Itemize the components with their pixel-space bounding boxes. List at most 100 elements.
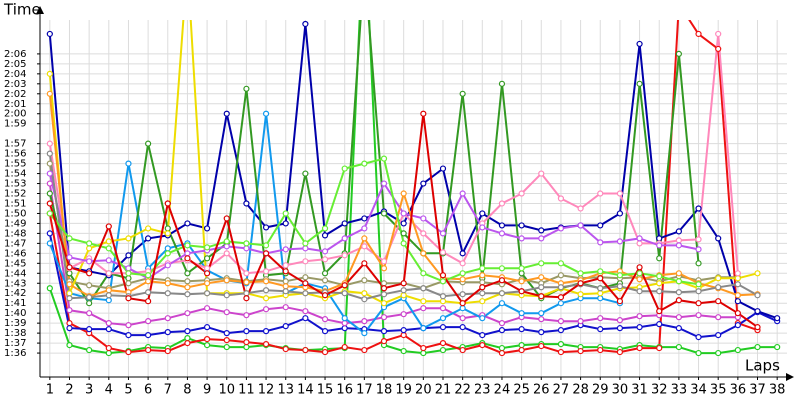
lap-marker — [656, 255, 663, 262]
lap-marker — [616, 190, 624, 197]
x-tick-label: 17 — [356, 383, 373, 398]
lap-marker — [400, 280, 407, 287]
lap-marker — [636, 264, 643, 271]
x-tick-label: 38 — [769, 383, 786, 398]
lap-marker — [420, 270, 427, 277]
lap-marker — [105, 349, 112, 357]
lap-marker — [754, 270, 761, 277]
lap-marker — [498, 222, 506, 229]
lap-marker — [597, 239, 604, 246]
lap-marker — [597, 275, 604, 282]
lap-marker — [695, 30, 702, 38]
x-axis-title: Laps — [745, 357, 780, 375]
lap-marker — [184, 255, 191, 262]
lap-marker — [282, 283, 289, 290]
lap-marker — [734, 298, 741, 305]
lap-marker — [203, 270, 211, 277]
lap-marker — [734, 310, 741, 317]
x-tick-label: 33 — [671, 383, 688, 398]
lap-marker — [321, 316, 329, 323]
lap-marker — [125, 270, 132, 277]
lap-marker — [636, 235, 643, 242]
lap-marker — [302, 274, 309, 281]
lap-marker — [262, 224, 270, 231]
lap-marker — [498, 320, 506, 327]
lap-marker — [636, 324, 643, 331]
lap-marker — [459, 270, 466, 277]
lap-marker — [439, 298, 447, 305]
lap-marker — [675, 325, 682, 332]
lap-marker — [774, 315, 781, 322]
lap-marker — [145, 278, 152, 285]
y-tick-label: 2:01 — [4, 99, 26, 110]
lap-marker — [302, 245, 309, 252]
lap-marker — [66, 307, 73, 314]
lap-marker — [203, 225, 211, 232]
lap-marker — [675, 270, 682, 277]
lap-marker — [361, 318, 368, 325]
lap-marker — [695, 288, 702, 295]
x-tick-label: 6 — [144, 383, 152, 398]
lap-marker — [321, 248, 329, 255]
lap-marker — [341, 320, 348, 327]
lap-marker — [656, 235, 663, 242]
lap-marker — [243, 240, 250, 247]
lap-marker — [400, 220, 407, 227]
lap-marker — [262, 306, 270, 313]
lap-marker — [715, 298, 722, 305]
lap-marker — [282, 220, 289, 227]
lap-marker — [597, 315, 604, 322]
lap-marker — [203, 336, 211, 343]
lap-marker — [479, 315, 486, 322]
lap-marker — [676, 2, 681, 7]
lap-marker — [616, 317, 624, 324]
lap-marker — [420, 344, 427, 352]
lap-marker — [125, 265, 132, 272]
lap-marker — [695, 205, 702, 212]
lap-marker — [243, 328, 250, 335]
lap-marker — [145, 318, 152, 325]
lap-marker — [577, 205, 584, 212]
y-tick-label: 1:41 — [4, 298, 26, 309]
lap-marker — [675, 237, 682, 244]
lap-marker — [302, 258, 309, 265]
lap-marker — [184, 328, 191, 335]
lap-marker — [223, 215, 230, 222]
lap-marker — [223, 337, 230, 344]
lap-marker — [518, 310, 525, 317]
lap-marker — [597, 222, 604, 229]
lap-marker — [400, 347, 407, 355]
lap-marker — [203, 280, 211, 287]
lap-marker — [184, 335, 191, 342]
lap-marker — [164, 250, 171, 257]
lap-marker — [439, 346, 447, 354]
lap-marker — [420, 110, 427, 117]
lap-marker — [439, 230, 447, 237]
lap-marker — [282, 246, 289, 253]
lap-marker — [223, 250, 230, 257]
lap-marker — [715, 284, 722, 291]
series-line — [48, 233, 778, 339]
lap-marker — [125, 252, 132, 259]
lap-marker — [577, 347, 584, 355]
lap-marker — [223, 330, 230, 337]
lap-marker — [223, 292, 230, 299]
y-tick-label: 1:46 — [4, 248, 26, 259]
lap-marker — [46, 230, 53, 237]
lap-marker — [243, 200, 250, 207]
lap-marker — [636, 270, 643, 277]
lap-marker — [734, 281, 741, 288]
x-tick-label: 16 — [336, 383, 353, 398]
lap-marker — [184, 250, 191, 257]
lap-marker — [203, 244, 211, 251]
lap-marker — [361, 346, 368, 354]
lap-marker — [86, 270, 93, 277]
lap-marker — [125, 322, 132, 329]
lap-marker — [616, 348, 624, 356]
lap-marker — [125, 235, 132, 242]
lap-marker — [203, 324, 211, 331]
lap-marker — [498, 344, 506, 352]
lap-marker — [439, 315, 447, 322]
lap-marker — [656, 242, 663, 249]
